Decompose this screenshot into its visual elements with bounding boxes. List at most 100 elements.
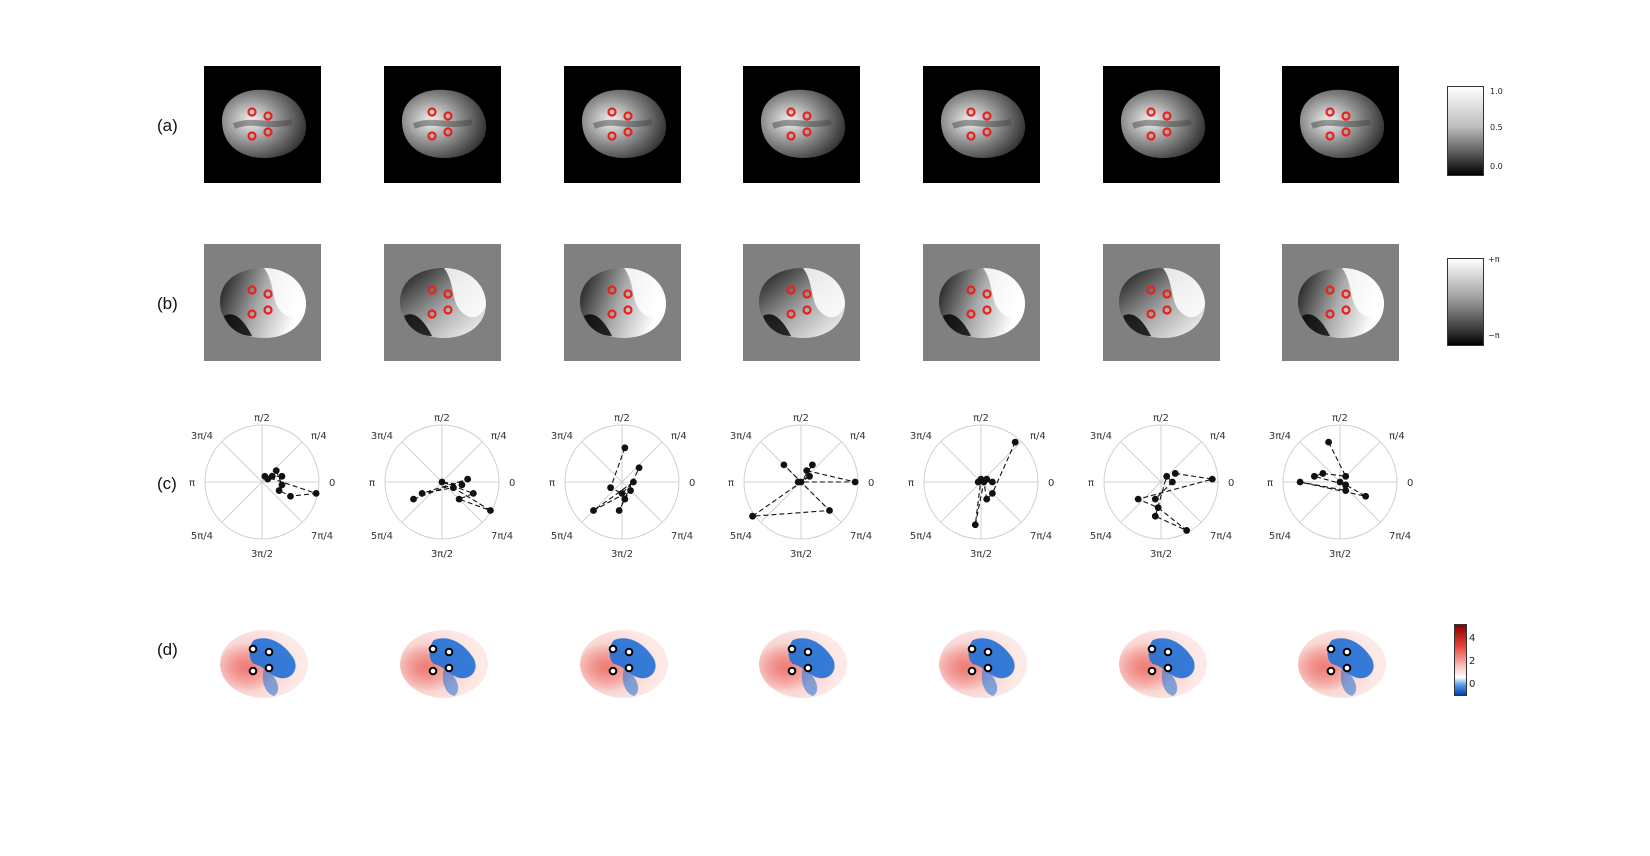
polar-angle-label: 5π/4 <box>191 531 213 542</box>
data-point <box>1163 472 1171 480</box>
polar-angle-label: 3π/4 <box>371 431 393 442</box>
polar-grid-spoke <box>581 441 663 523</box>
polar-angle-label: π/2 <box>254 413 270 424</box>
contour-map <box>400 630 488 698</box>
electrode-marker <box>1325 107 1335 117</box>
polar-angle-label: 5π/4 <box>910 531 932 542</box>
colorbar-b-tick-low: −π <box>1488 331 1500 340</box>
electrode-marker <box>1146 309 1156 319</box>
electrode-marker <box>263 127 273 137</box>
data-point <box>983 495 991 503</box>
data-point <box>1310 472 1318 480</box>
electrode-marker <box>1146 107 1156 117</box>
electrode-marker <box>427 285 437 295</box>
data-point <box>287 492 294 500</box>
electrode-marker <box>802 289 812 299</box>
electrode-marker <box>1326 644 1336 654</box>
polar-angle-label: π/4 <box>671 431 687 442</box>
data-point <box>974 478 982 486</box>
data-point <box>989 478 996 486</box>
electrode-marker <box>624 663 634 673</box>
polar-angle-label: 3π/2 <box>251 549 273 560</box>
polar-angle-label: π <box>1088 478 1094 489</box>
polar-plot: 0 π/4 π/2 3π/4 π 5π/4 3π/2 7π/4 <box>1267 413 1413 560</box>
electrode-marker <box>1341 289 1351 299</box>
row-label-a: (a) <box>157 116 178 135</box>
data-point <box>1325 438 1332 446</box>
polar-angle-label: 5π/4 <box>371 531 393 542</box>
data-point <box>438 478 446 486</box>
polar-angle-label: 7π/4 <box>1030 531 1052 542</box>
data-point <box>1169 478 1176 486</box>
data-point <box>1011 438 1019 446</box>
electrode-marker <box>428 644 438 654</box>
electrode-marker <box>623 111 633 121</box>
colorbar-a-tick-mid: 0.5 <box>1490 123 1503 132</box>
polar-angle-label: 3π/4 <box>551 431 573 442</box>
electrode-marker <box>786 309 796 319</box>
data-point <box>803 467 811 474</box>
trajectory-line <box>750 464 856 517</box>
polar-angle-label: 7π/4 <box>1210 531 1232 542</box>
electrode-marker <box>1341 305 1351 315</box>
polar-angle-label: π/4 <box>1210 431 1226 442</box>
data-point <box>1296 478 1304 486</box>
data-point <box>1151 495 1159 503</box>
data-point <box>1208 475 1216 483</box>
electrode-marker <box>263 289 273 299</box>
polar-plot: 0 π/4 π/2 3π/4 π 5π/4 3π/2 7π/4 <box>728 413 874 560</box>
polar-angle-label: π/4 <box>311 431 327 442</box>
polar-plot: 0 π/4 π/2 3π/4 π 5π/4 3π/2 7π/4 <box>1088 413 1234 560</box>
polar-angle-label: π/2 <box>614 413 630 424</box>
polar-plot: 0 π/4 π/2 3π/4 π 5π/4 3π/2 7π/4 <box>189 413 335 560</box>
electrode-marker <box>966 309 976 319</box>
data-point <box>1134 495 1142 503</box>
electrode-marker <box>786 285 796 295</box>
data-point <box>278 481 286 489</box>
data-point <box>410 495 417 503</box>
electrode-marker <box>248 644 258 654</box>
electrode-marker <box>607 107 617 117</box>
electrode-marker <box>982 305 992 315</box>
polar-angle-label: 0 <box>1407 478 1413 489</box>
electrode-marker <box>624 647 634 657</box>
electrode-marker <box>1162 111 1172 121</box>
data-point <box>621 444 629 452</box>
electrode-marker <box>247 107 257 117</box>
data-point <box>971 521 979 529</box>
row-label-c: (c) <box>157 474 177 493</box>
phase-map <box>1103 244 1220 361</box>
data-point <box>989 490 996 497</box>
electrode-marker <box>427 107 437 117</box>
polar-angle-label: 0 <box>689 478 695 489</box>
electrode-marker <box>786 107 796 117</box>
data-point <box>458 481 466 489</box>
phase-map <box>564 244 681 361</box>
colorbar-a-tick-high: 1.0 <box>1490 87 1503 96</box>
data-point <box>809 461 816 469</box>
electrode-marker <box>802 111 812 121</box>
polar-angle-label: 3π/4 <box>191 431 213 442</box>
electrode-marker <box>608 644 618 654</box>
polar-angle-label: 0 <box>329 478 335 489</box>
data-point <box>455 495 463 503</box>
colorbar-d-tick-4: 4 <box>1469 633 1476 644</box>
row-label-d: (d) <box>157 640 178 659</box>
electrode-marker <box>1341 111 1351 121</box>
data-point <box>1183 527 1191 534</box>
data-point <box>1342 481 1350 489</box>
electrode-marker <box>444 647 454 657</box>
polar-angle-label: 5π/4 <box>551 531 573 542</box>
polar-angle-label: 3π/4 <box>1090 431 1112 442</box>
polar-angle-label: π/2 <box>434 413 450 424</box>
data-point <box>618 490 626 497</box>
polar-angle-label: π <box>728 478 734 489</box>
polar-angle-label: π/4 <box>1389 431 1405 442</box>
electrode-marker <box>427 309 437 319</box>
data-point <box>1319 470 1327 477</box>
colorbar-d-tick-0: 0 <box>1469 679 1476 690</box>
contour-map <box>1298 630 1386 698</box>
electrode-marker <box>803 663 813 673</box>
electrode-marker <box>1162 289 1172 299</box>
electrode-marker <box>1341 127 1351 137</box>
